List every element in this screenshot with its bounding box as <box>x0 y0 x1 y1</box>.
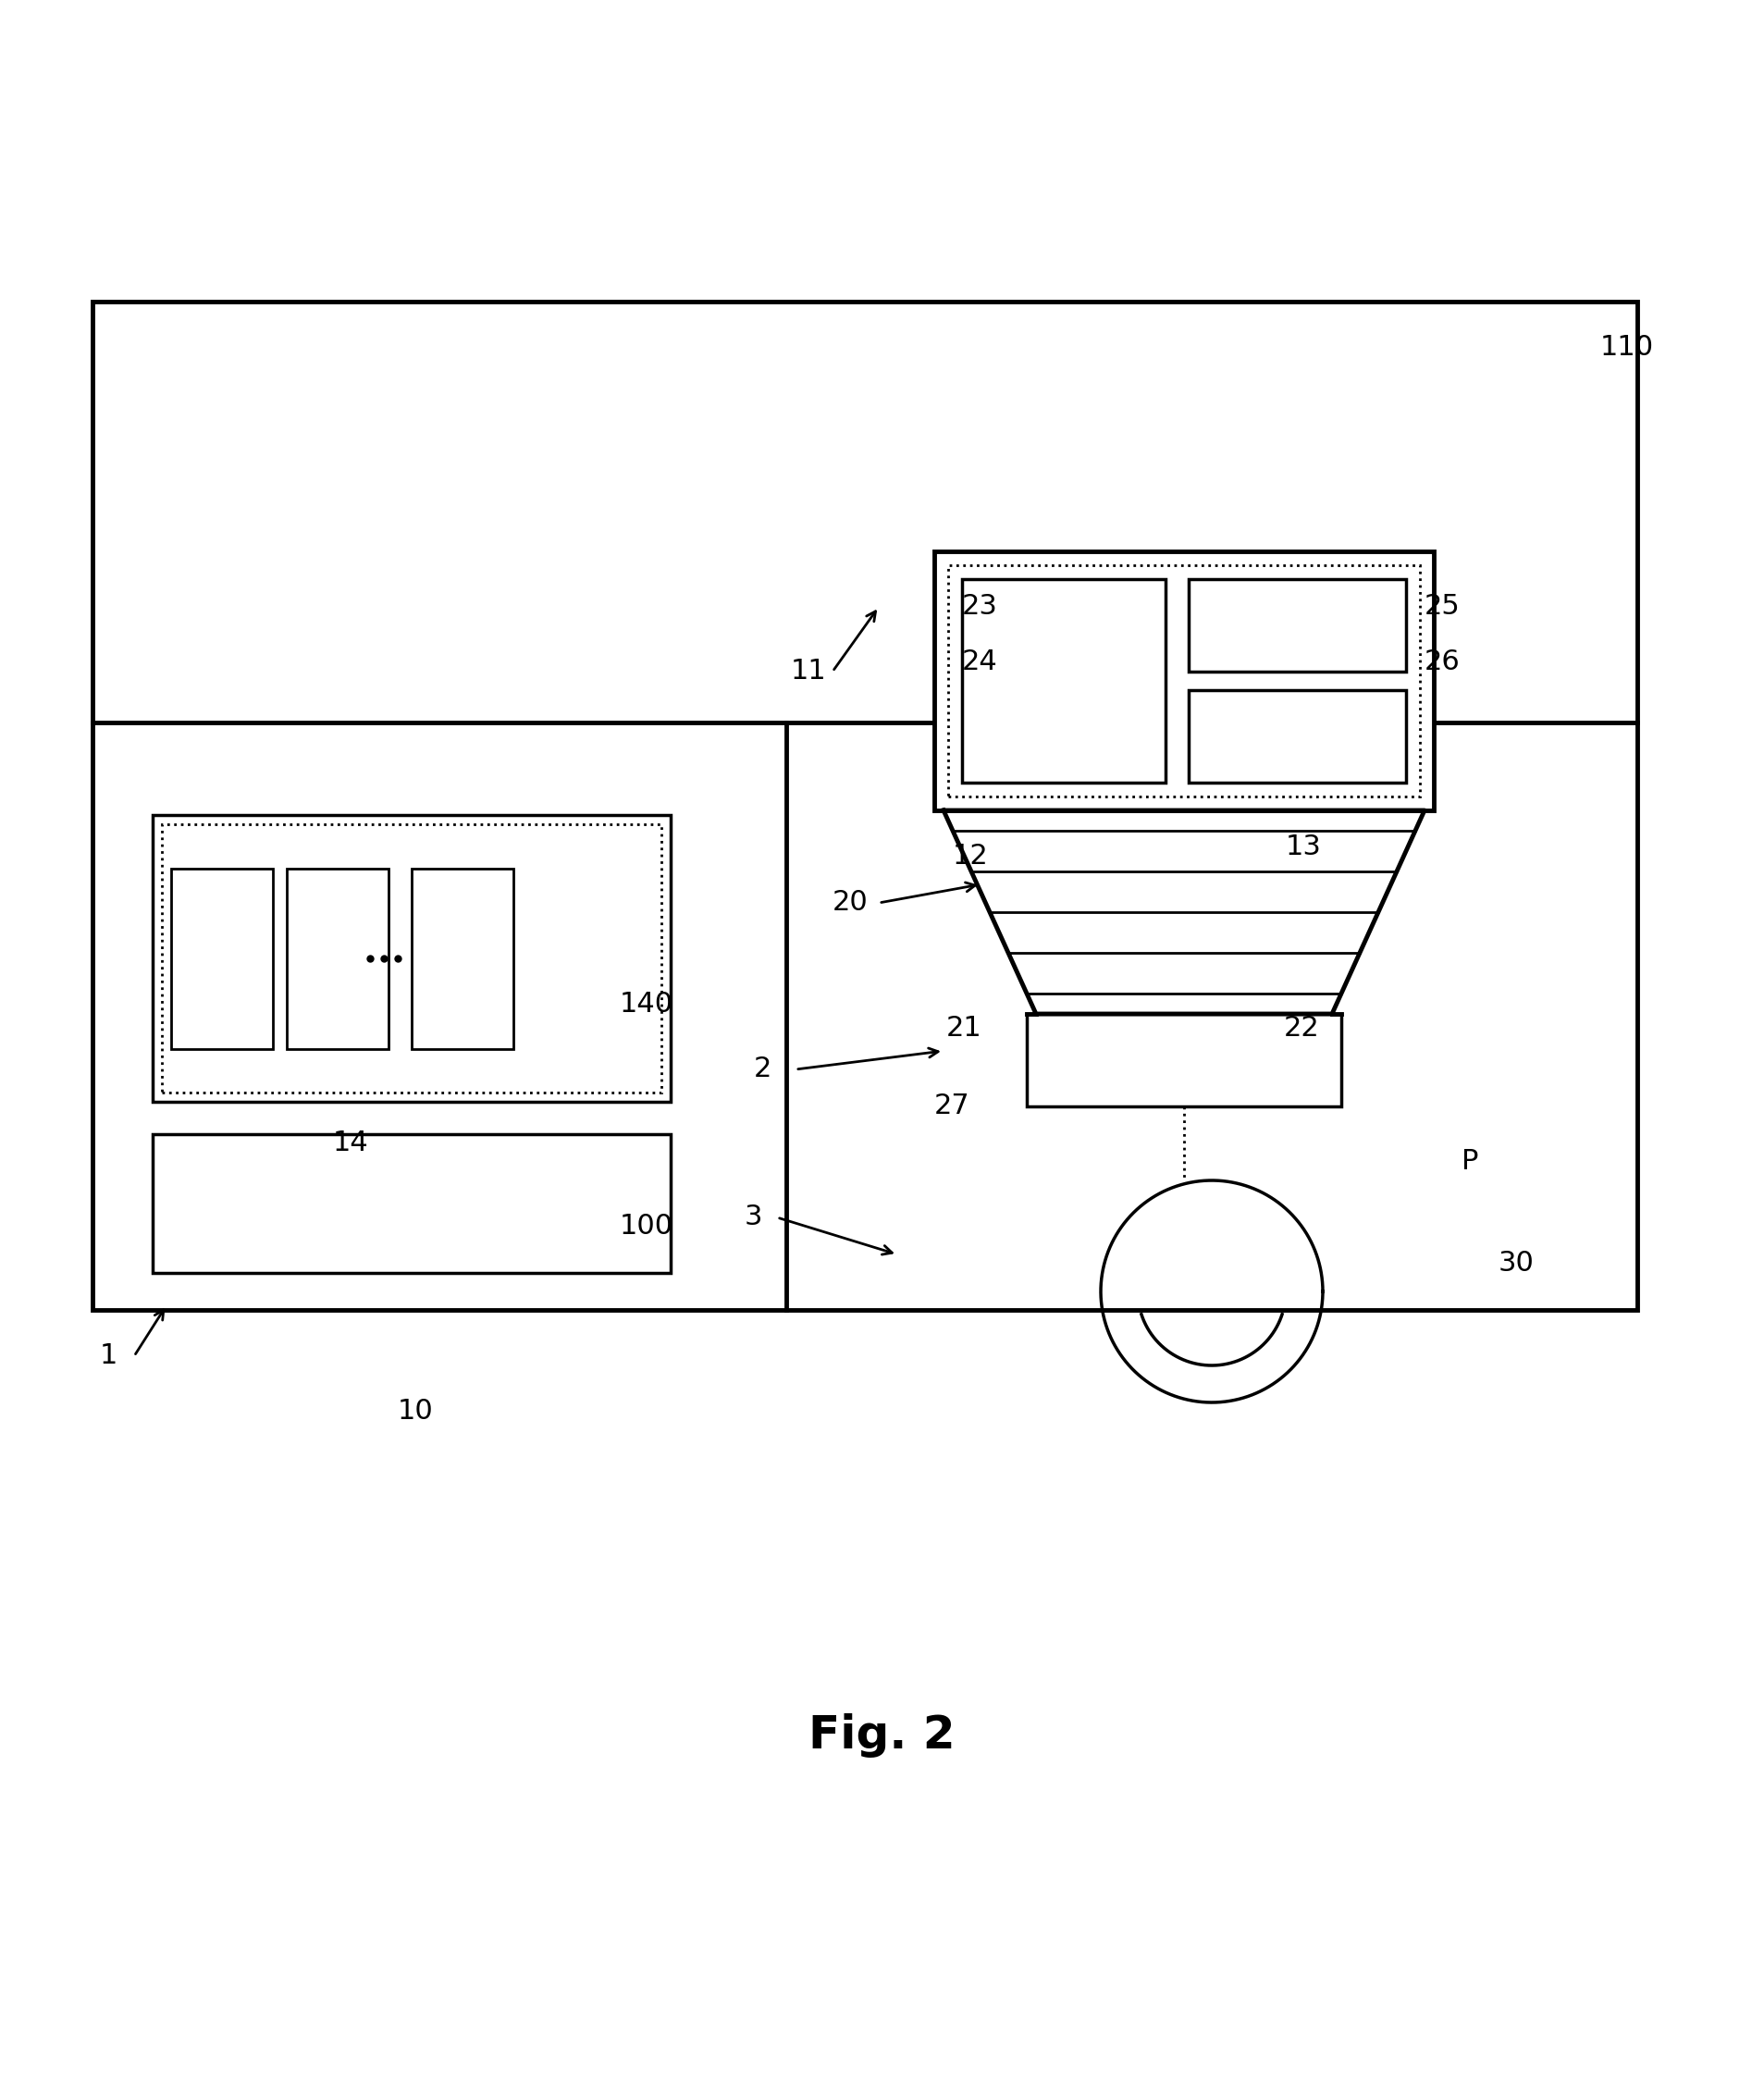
Text: 1: 1 <box>101 1342 118 1369</box>
Bar <box>171 868 273 1048</box>
Text: 11: 11 <box>790 657 827 685</box>
Text: Fig. 2: Fig. 2 <box>808 1713 956 1757</box>
Text: 23: 23 <box>961 593 998 620</box>
Text: 12: 12 <box>953 843 988 870</box>
Text: 140: 140 <box>619 991 674 1018</box>
Text: 27: 27 <box>935 1094 970 1121</box>
Bar <box>961 578 1166 783</box>
Bar <box>1189 691 1406 783</box>
Bar <box>1189 578 1406 672</box>
Bar <box>1027 1014 1341 1106</box>
Bar <box>288 868 388 1048</box>
Text: 20: 20 <box>833 889 868 916</box>
Text: 13: 13 <box>1286 835 1321 860</box>
Text: 26: 26 <box>1425 649 1461 676</box>
Bar <box>162 824 662 1092</box>
Text: 21: 21 <box>946 1014 983 1041</box>
Text: P: P <box>1462 1148 1478 1175</box>
Text: 22: 22 <box>1284 1014 1319 1041</box>
Bar <box>947 566 1420 797</box>
Text: 110: 110 <box>1600 334 1655 361</box>
Bar <box>153 1133 670 1273</box>
Text: 2: 2 <box>753 1056 773 1083</box>
Text: 10: 10 <box>397 1398 434 1425</box>
Text: 24: 24 <box>961 649 998 676</box>
Bar <box>153 816 670 1102</box>
Bar <box>411 868 513 1048</box>
Text: 3: 3 <box>744 1204 762 1231</box>
Text: 25: 25 <box>1425 593 1461 620</box>
Bar <box>935 551 1434 810</box>
Text: 100: 100 <box>619 1213 674 1240</box>
Bar <box>92 303 1637 1311</box>
Text: 30: 30 <box>1499 1250 1535 1277</box>
Text: 14: 14 <box>333 1129 369 1156</box>
